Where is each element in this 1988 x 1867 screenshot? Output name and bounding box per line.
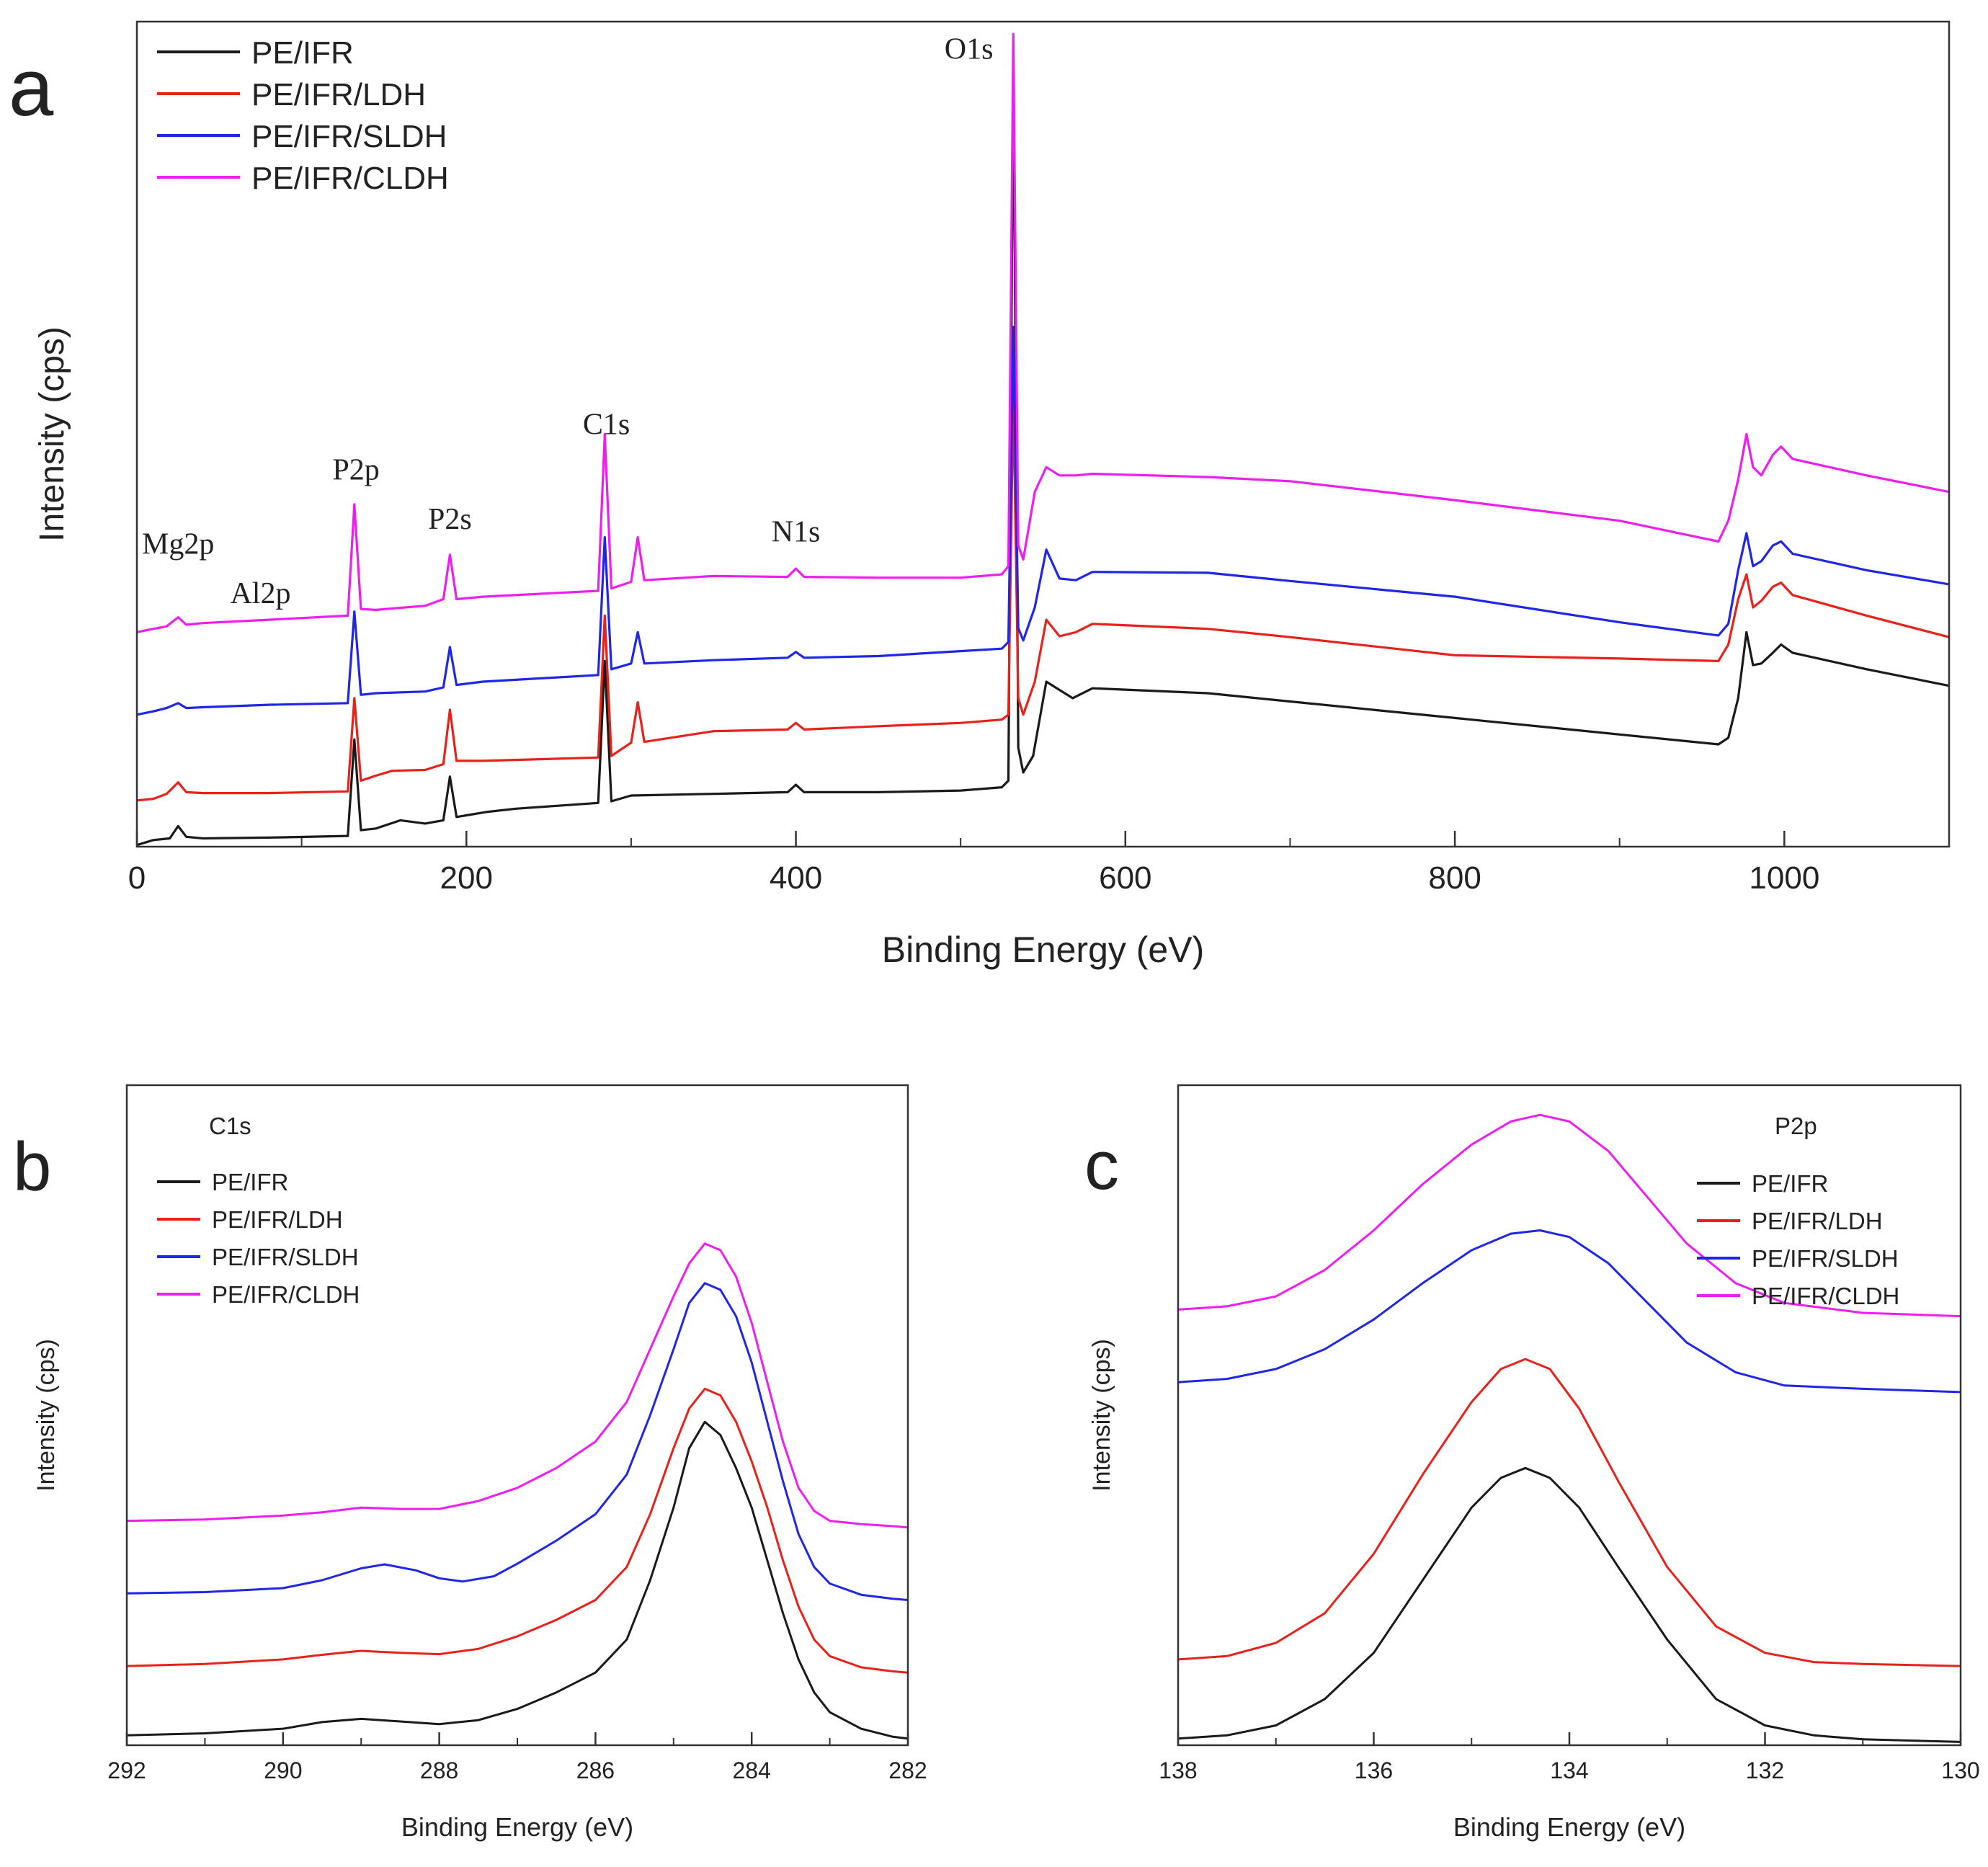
legend-title: C1s bbox=[209, 1113, 251, 1139]
y-axis-label: Intensity (cps) bbox=[32, 1339, 60, 1492]
x-tick-label: 600 bbox=[1099, 860, 1151, 896]
legend-entry: PE/IFR/SLDH bbox=[1752, 1245, 1899, 1272]
x-tick-label: 282 bbox=[888, 1757, 927, 1783]
series-line-pe-ifr bbox=[1177, 1466, 1961, 1743]
panel-b: b 292 290 288 286 284 282 Binding Energy (eV) In… bbox=[13, 1084, 927, 1842]
legend-entry: PE/IFR bbox=[1752, 1170, 1828, 1197]
legend: P2p PE/IFR PE/IFR/LDH PE/IFR/SLDH PE/IFR/CLD… bbox=[1697, 1113, 1899, 1309]
legend-entry: PE/IFR/LDH bbox=[212, 1206, 343, 1233]
series-line-pe-ifr bbox=[136, 53, 1950, 847]
x-tick-label: 400 bbox=[770, 860, 822, 896]
legend-entry: PE/IFR/LDH bbox=[1752, 1208, 1883, 1234]
x-axis-label: Binding Energy (eV) bbox=[401, 1812, 633, 1842]
panel-a: a 0 200 400 600 800 1000 Binding Energy (eV) Int… bbox=[9, 20, 1951, 970]
x-tick-label: 800 bbox=[1428, 860, 1481, 896]
series-line-pe-ifr bbox=[126, 1420, 909, 1740]
x-tick-label: 134 bbox=[1550, 1757, 1588, 1783]
x-tick-label: 288 bbox=[420, 1757, 458, 1783]
peak-annotation: Al2p bbox=[230, 577, 290, 610]
x-tick-label: 292 bbox=[107, 1757, 146, 1783]
legend-entry: PE/IFR bbox=[251, 35, 354, 71]
x-tick-label: 138 bbox=[1159, 1757, 1197, 1783]
peak-annotation: Mg2p bbox=[142, 528, 214, 561]
x-tick-label: 200 bbox=[440, 860, 493, 896]
series-line-pe-ifr-cldh bbox=[126, 1242, 909, 1529]
legend: PE/IFR PE/IFR/LDH PE/IFR/SLDH PE/IFR/CLDH bbox=[157, 35, 449, 196]
legend-entry: PE/IFR/CLDH bbox=[251, 161, 449, 196]
series-line-pe-ifr-sldh bbox=[136, 326, 1950, 716]
legend-title: P2p bbox=[1775, 1113, 1817, 1139]
peak-annotation: N1s bbox=[772, 515, 821, 548]
peak-annotation: P2s bbox=[428, 503, 472, 536]
panel-label: c bbox=[1084, 1127, 1119, 1204]
x-tick-label: 290 bbox=[264, 1757, 302, 1783]
peak-annotation: O1s bbox=[945, 33, 994, 66]
series-line-pe-ifr-sldh bbox=[1177, 1229, 1961, 1394]
legend-entry: PE/IFR bbox=[212, 1169, 288, 1195]
plot-frame bbox=[135, 20, 1951, 848]
y-axis-label: Intensity (cps) bbox=[1088, 1339, 1115, 1492]
legend: C1s PE/IFR PE/IFR/LDH PE/IFR/SLDH PE/IFR/CLD… bbox=[157, 1113, 360, 1308]
x-tick-label: 284 bbox=[733, 1757, 771, 1783]
panel-label: b bbox=[13, 1128, 51, 1206]
x-tick-label: 130 bbox=[1941, 1757, 1979, 1783]
panel-label: a bbox=[9, 43, 54, 133]
x-tick-label: 1000 bbox=[1749, 860, 1819, 896]
series-line-pe-ifr-sldh bbox=[126, 1282, 909, 1601]
legend-entry: PE/IFR/CLDH bbox=[1752, 1283, 1899, 1309]
x-tick-label: 136 bbox=[1355, 1757, 1393, 1783]
plot-frame bbox=[1177, 1084, 1962, 1747]
legend-entry: PE/IFR/CLDH bbox=[212, 1281, 360, 1308]
peak-annotation: P2p bbox=[332, 453, 379, 486]
series-line-pe-ifr-ldh bbox=[136, 391, 1950, 802]
series-line-pe-ifr-cldh bbox=[1177, 1113, 1961, 1318]
legend-entry: PE/IFR/LDH bbox=[251, 77, 426, 112]
series-line-pe-ifr-cldh bbox=[136, 32, 1950, 633]
legend-entry: PE/IFR/SLDH bbox=[251, 119, 447, 154]
x-tick-label: 0 bbox=[128, 860, 146, 896]
x-axis-label: Binding Energy (eV) bbox=[1453, 1812, 1685, 1842]
x-axis-label: Binding Energy (eV) bbox=[882, 930, 1204, 970]
series-line-pe-ifr-ldh bbox=[1177, 1358, 1961, 1667]
peak-annotation: C1s bbox=[583, 409, 630, 442]
x-tick-label: 132 bbox=[1746, 1757, 1784, 1783]
y-axis-label: Intensity (cps) bbox=[33, 326, 71, 542]
legend-entry: PE/IFR/SLDH bbox=[212, 1244, 359, 1270]
series-line-pe-ifr-ldh bbox=[126, 1387, 909, 1674]
x-tick-label: 286 bbox=[576, 1757, 615, 1783]
panel-c: c 138 136 134 132 130 Binding Energy (eV) Inten… bbox=[1084, 1084, 1980, 1842]
